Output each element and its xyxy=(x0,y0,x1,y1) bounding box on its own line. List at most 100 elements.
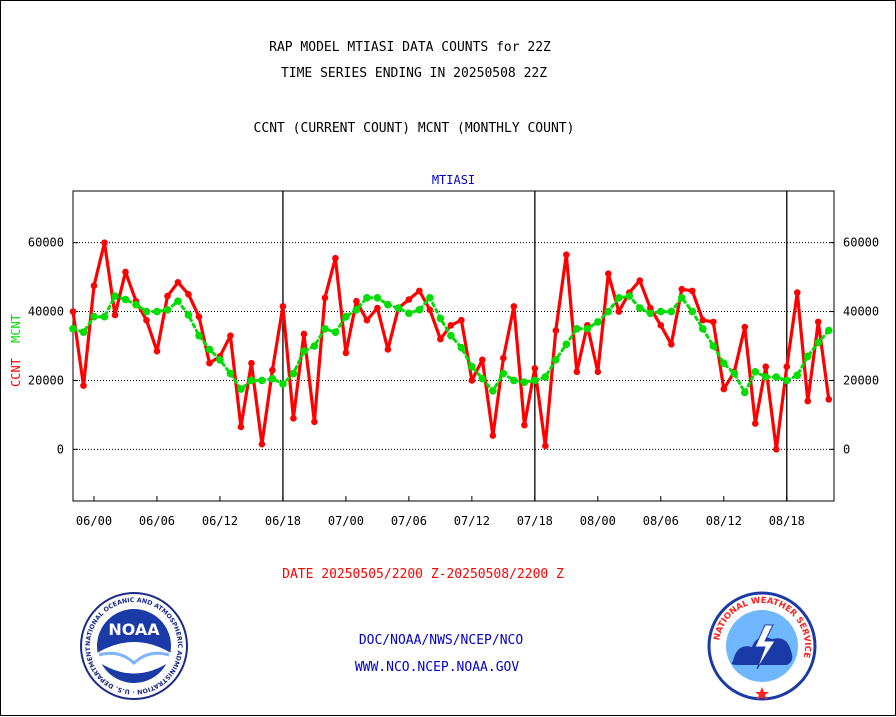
point-mcnt xyxy=(636,304,644,312)
point-mcnt xyxy=(730,369,739,378)
point-ccnt xyxy=(405,296,413,303)
plot-frame xyxy=(72,190,835,502)
point-ccnt xyxy=(227,332,234,339)
point-mcnt xyxy=(499,369,508,378)
point-ccnt xyxy=(552,327,560,334)
point-mcnt xyxy=(90,312,98,321)
point-ccnt xyxy=(605,270,612,277)
ytick-label-left: 40000 xyxy=(28,305,64,319)
point-ccnt xyxy=(688,287,696,295)
point-ccnt xyxy=(531,365,539,372)
point-mcnt xyxy=(69,324,77,333)
point-ccnt xyxy=(321,294,329,302)
point-mcnt xyxy=(342,312,350,321)
point-ccnt xyxy=(374,304,381,312)
point-ccnt xyxy=(741,323,749,331)
point-mcnt xyxy=(657,307,665,316)
point-mcnt xyxy=(216,355,224,364)
point-mcnt xyxy=(247,376,256,385)
point-ccnt xyxy=(174,278,182,286)
point-mcnt xyxy=(709,342,718,350)
point-mcnt xyxy=(226,369,235,378)
website-link[interactable]: WWW.NCO.NCEP.NOAA.GOV xyxy=(354,660,520,675)
point-ccnt xyxy=(762,363,770,370)
point-mcnt xyxy=(415,306,424,314)
point-mcnt xyxy=(321,324,329,333)
point-ccnt xyxy=(468,377,476,384)
xtick-label: 06/12 xyxy=(202,514,238,528)
point-ccnt xyxy=(153,347,161,355)
xtick-label: 06/00 xyxy=(76,514,112,528)
point-ccnt xyxy=(342,349,350,357)
xtick-label: 08/06 xyxy=(643,514,679,528)
point-ccnt xyxy=(164,292,171,300)
xtick-label: 07/18 xyxy=(517,514,553,528)
point-mcnt xyxy=(268,374,277,383)
point-ccnt xyxy=(489,432,497,439)
point-ccnt xyxy=(69,308,77,315)
ytick-label-right: 20000 xyxy=(843,373,879,387)
point-mcnt xyxy=(163,306,172,314)
point-mcnt xyxy=(258,376,266,385)
xtick-label: 07/00 xyxy=(328,514,364,528)
point-ccnt xyxy=(195,313,203,321)
xtick-label: 07/06 xyxy=(391,514,427,528)
point-mcnt xyxy=(195,331,203,340)
point-mcnt xyxy=(142,307,151,316)
point-ccnt xyxy=(101,239,108,246)
point-ccnt xyxy=(384,346,392,353)
point-ccnt xyxy=(521,421,528,429)
chart-subtitle: CCNT (CURRENT COUNT) MCNT (MONTHLY COUNT… xyxy=(253,121,575,136)
point-mcnt xyxy=(100,312,109,321)
point-ccnt xyxy=(353,297,360,305)
point-mcnt xyxy=(510,376,518,385)
point-ccnt xyxy=(290,415,297,422)
point-ccnt xyxy=(678,285,686,293)
point-mcnt xyxy=(384,300,392,309)
point-ccnt xyxy=(237,423,245,431)
point-mcnt xyxy=(782,376,791,385)
point-mcnt xyxy=(531,376,539,385)
noaa-logo: NOAA NATIONAL OCEANIC AND ATMOSPHERIC AD… xyxy=(79,591,188,700)
point-ccnt xyxy=(363,316,371,324)
chart-title-line2: TIME SERIES ENDING IN 20250508 22Z xyxy=(280,66,548,81)
point-mcnt xyxy=(740,388,749,397)
point-mcnt xyxy=(111,292,119,300)
point-mcnt xyxy=(478,374,487,383)
point-mcnt xyxy=(310,342,319,350)
point-ccnt xyxy=(500,354,507,362)
point-ccnt xyxy=(657,322,665,329)
point-ccnt xyxy=(647,304,654,312)
point-mcnt xyxy=(761,373,770,381)
point-ccnt xyxy=(447,322,455,329)
point-ccnt xyxy=(636,277,644,284)
point-mcnt xyxy=(447,331,455,340)
ylabel-ccnt: CCNT xyxy=(9,358,23,387)
point-mcnt xyxy=(457,343,466,352)
point-mcnt xyxy=(604,307,613,316)
point-ccnt xyxy=(542,442,549,450)
panel-label: MTIASI xyxy=(432,173,475,187)
point-ccnt xyxy=(510,303,518,310)
point-ccnt xyxy=(458,316,465,324)
point-ccnt xyxy=(751,420,759,427)
point-mcnt xyxy=(489,386,497,395)
xtick-label: 08/00 xyxy=(580,514,616,528)
ytick-label-left: 0 xyxy=(57,442,64,456)
nws-logo: NATIONAL WEATHER SERVICE xyxy=(707,591,817,701)
point-ccnt xyxy=(720,385,728,393)
point-ccnt xyxy=(563,251,570,259)
point-mcnt xyxy=(373,293,382,302)
point-mcnt xyxy=(814,338,823,347)
point-ccnt xyxy=(668,340,675,348)
point-ccnt xyxy=(279,303,287,310)
point-mcnt xyxy=(363,293,371,302)
point-ccnt xyxy=(709,318,717,326)
point-ccnt xyxy=(825,396,833,403)
xtick-label: 08/12 xyxy=(706,514,742,528)
point-ccnt xyxy=(783,363,791,370)
xtick-label: 08/18 xyxy=(769,514,805,528)
point-ccnt xyxy=(772,446,780,453)
point-mcnt xyxy=(688,307,697,316)
point-mcnt xyxy=(174,297,182,306)
